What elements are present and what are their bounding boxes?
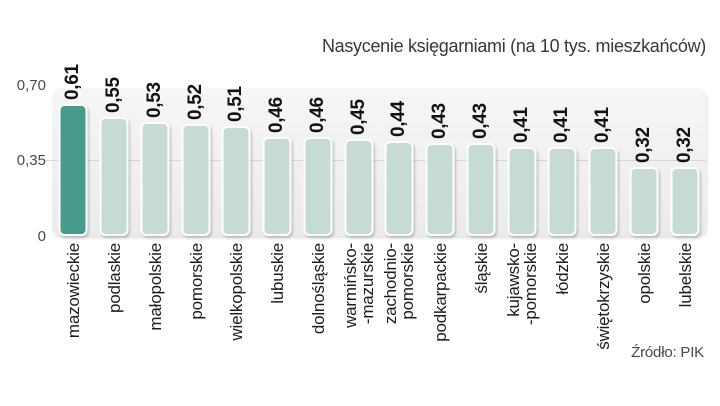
bar-cell: 0,46 lubuskie — [257, 88, 298, 304]
bar-cell: 0,32 lubelskie — [664, 88, 705, 307]
y-tick-label: 0 — [37, 228, 46, 245]
bar — [58, 104, 88, 236]
y-tick-label: 0,70 — [16, 77, 46, 94]
category-label: pomorskie — [186, 243, 206, 320]
bar-cell: 0,61 mazowieckie — [53, 64, 94, 338]
y-axis: 0,70 0,35 0 — [0, 0, 46, 260]
chart-title: Nasycenie księgarniami (na 10 tys. miesz… — [321, 36, 706, 56]
bar-value-label: 0,41 — [592, 107, 614, 143]
bar — [140, 122, 170, 236]
bar-value-label: 0,53 — [143, 82, 165, 118]
bar — [344, 139, 374, 236]
bar — [262, 137, 292, 236]
bar-cell: 0,41 łódzkie — [542, 88, 583, 295]
bar — [181, 124, 211, 236]
bar-value-label: 0,43 — [469, 103, 491, 139]
bar-cell: 0,32 opolskie — [624, 88, 665, 304]
category-label: lubuskie — [267, 243, 287, 304]
bar-cell: 0,53 małopolskie — [135, 82, 176, 331]
bar — [507, 147, 537, 236]
bars-container: 0,61 mazowieckie 0,55 podlaskie 0,53 małopols… — [53, 64, 705, 350]
category-label: świętokrzyskie — [593, 243, 613, 350]
bar — [303, 137, 333, 236]
bar — [629, 167, 659, 236]
y-tick-label: 0,35 — [16, 152, 46, 169]
bar — [670, 167, 700, 236]
category-label: zachodnio- pomorskie — [381, 243, 418, 325]
bar-value-label: 0,41 — [551, 107, 573, 143]
bar-value-label: 0,51 — [225, 86, 247, 122]
category-label: łódzkie — [552, 243, 572, 295]
category-label: kujawsko- -pomorskie — [503, 243, 540, 326]
category-label: śląskie — [471, 243, 491, 294]
bar-cell: 0,52 pomorskie — [175, 84, 216, 320]
bar — [99, 117, 129, 236]
bar-value-label: 0,44 — [388, 101, 410, 137]
bar-cell: 0,46 dolnośląskie — [298, 88, 339, 334]
bar — [384, 141, 414, 236]
bar-value-label: 0,52 — [184, 84, 206, 120]
bar — [221, 126, 251, 236]
category-label: warmińsko- -mazurskie — [340, 243, 377, 328]
category-label: mazowieckie — [63, 243, 83, 339]
bar-value-label: 0,32 — [632, 127, 654, 163]
source-credit: Źródło: PIK — [631, 344, 704, 361]
bar-value-label: 0,41 — [510, 107, 532, 143]
gridline-0-35 — [45, 160, 706, 161]
plot-area: 0,61 mazowieckie 0,55 podlaskie 0,53 małopols… — [45, 64, 706, 350]
bar-value-label: 0,61 — [62, 64, 84, 100]
bar-cell: 0,41 świętokrzyskie — [583, 88, 624, 350]
category-label: małopolskie — [145, 243, 165, 331]
bar — [547, 147, 577, 236]
bar-cell: 0,44 zachodnio- pomorskie — [379, 88, 420, 324]
bar-cell: 0,43 podkarpackie — [420, 88, 461, 342]
bar-value-label: 0,46 — [266, 97, 288, 133]
bar-value-label: 0,43 — [429, 103, 451, 139]
bar-cell: 0,51 wielkopolskie — [216, 86, 257, 341]
bar-value-label: 0,32 — [673, 127, 695, 163]
bar-value-label: 0,46 — [306, 97, 328, 133]
category-label: podkarpackie — [430, 243, 450, 342]
category-label: podlaskie — [104, 243, 124, 314]
bar — [588, 147, 618, 236]
bar-value-label: 0,55 — [103, 77, 125, 113]
bar-cell: 0,41 kujawsko- -pomorskie — [501, 88, 542, 325]
category-label: wielkopolskie — [226, 243, 246, 341]
bar — [425, 143, 455, 236]
bar-value-label: 0,45 — [347, 99, 369, 135]
bar-cell: 0,55 podlaskie — [94, 77, 135, 313]
bar-cell: 0,45 warmińsko- -mazurskie — [338, 88, 379, 328]
bar-cell: 0,43 śląskie — [461, 88, 502, 294]
bar — [466, 143, 496, 236]
category-label: dolnośląskie — [308, 243, 328, 335]
